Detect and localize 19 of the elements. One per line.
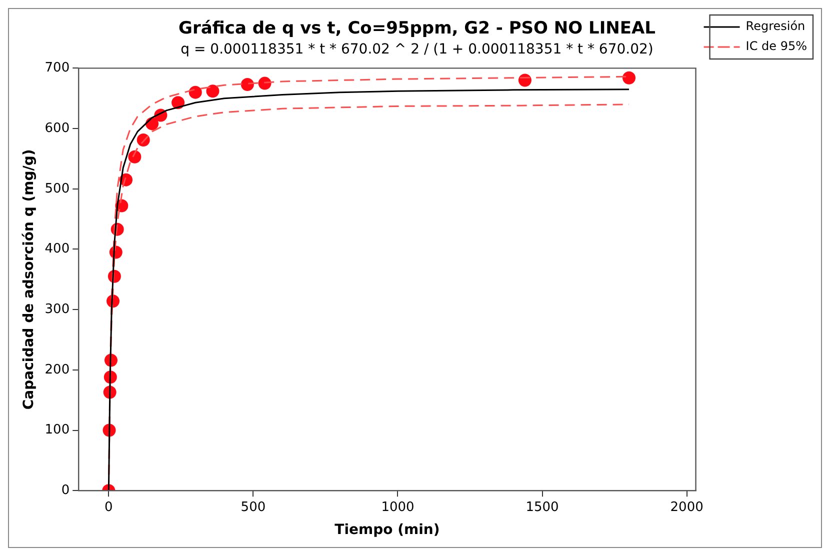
x-tick-label: 500 [240, 500, 266, 515]
y-tick-label: 700 [44, 60, 70, 76]
legend-label: Regresión [746, 19, 806, 34]
y-tick-label: 300 [44, 302, 70, 317]
x-tick-label: 1000 [381, 500, 414, 515]
chart-subtitle: q = 0.000118351 * t * 670.02 ^ 2 / (1 + 0.000118351 * t * 670.02) [180, 41, 654, 58]
y-tick-label: 100 [44, 422, 70, 438]
y-tick-label: 0 [61, 482, 70, 498]
y-tick-label: 500 [44, 181, 70, 196]
y-tick-label: 600 [44, 120, 70, 136]
y-tick-label: 200 [44, 362, 70, 378]
legend-label: IC de 95% [746, 39, 807, 54]
x-axis-title: Tiempo (min) [334, 522, 440, 538]
x-tick-label: 1500 [526, 500, 559, 515]
x-tick-label: 2000 [670, 500, 704, 515]
y-axis-title: Capacidad de adsorción q (mg/g) [21, 149, 38, 410]
x-tick-label: 0 [104, 500, 113, 515]
chart-title: Gráfica de q vs t, Co=95ppm, G2 - PSO NO LINEAL [178, 18, 656, 39]
y-tick-label: 400 [44, 242, 70, 257]
